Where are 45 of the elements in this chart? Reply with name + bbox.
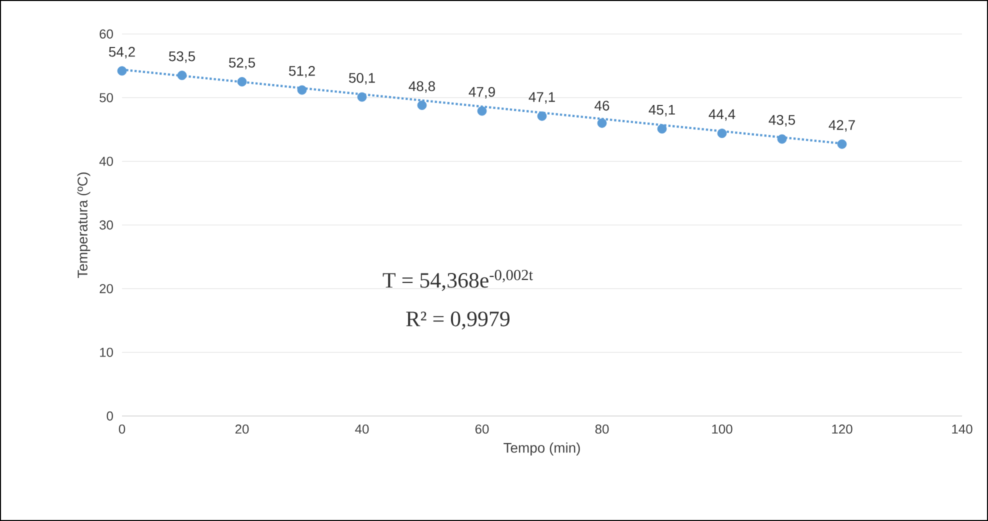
- point: [357, 92, 367, 102]
- y-tick-label: 40: [99, 156, 113, 166]
- data-label: 53,5: [168, 51, 195, 63]
- point: [597, 118, 607, 128]
- point: [237, 77, 247, 86]
- y-axis-title: Temperatura (ºC): [77, 172, 90, 278]
- annotation: T = 54,368e$^{-0,002t}$: [382, 270, 533, 291]
- data-label: 54,2: [108, 46, 135, 58]
- point: [717, 128, 727, 138]
- point: [117, 66, 127, 76]
- data-label: 43,5: [768, 114, 795, 127]
- point: [297, 85, 307, 95]
- data-label: 52,5: [228, 58, 255, 70]
- y-tick-label: 60: [100, 29, 113, 39]
- y-tick-label: 0: [106, 411, 113, 421]
- x-tick-label: 80: [595, 424, 609, 434]
- data-label: 47,1: [528, 92, 555, 104]
- x-tick-label: 140: [952, 424, 972, 434]
- x-tick-label: 0: [118, 424, 126, 434]
- x-tick-label: 100: [712, 424, 732, 434]
- data-label: 44,4: [708, 109, 736, 121]
- y-tick-label: 10: [100, 348, 113, 357]
- point: [417, 100, 427, 110]
- data-label: 48,8: [408, 81, 435, 93]
- point: [537, 111, 547, 121]
- data-label: 50,1: [348, 72, 375, 85]
- x-tick-label: 60: [475, 424, 489, 434]
- data-label: 46: [594, 100, 610, 111]
- point: [477, 106, 487, 116]
- x-axis-title: Tempo (min): [504, 442, 580, 456]
- point: [177, 70, 187, 80]
- y-tick-label: 50: [100, 93, 113, 102]
- data-label: 42,7: [828, 120, 855, 132]
- point: [657, 124, 667, 134]
- y-tick-label: 30: [100, 220, 113, 230]
- y-tick-label: 20: [100, 284, 113, 294]
- x-tick-label: 40: [355, 424, 369, 434]
- x-tick-label: 120: [832, 424, 852, 434]
- point: [837, 139, 847, 149]
- x-tick-label: 20: [235, 424, 249, 434]
- data-label: 45,1: [648, 104, 675, 116]
- point: [777, 134, 787, 144]
- annotation: R² = 0,9979: [406, 312, 510, 330]
- data-label: 51,2: [288, 66, 315, 78]
- data-label: 47,9: [468, 86, 495, 99]
